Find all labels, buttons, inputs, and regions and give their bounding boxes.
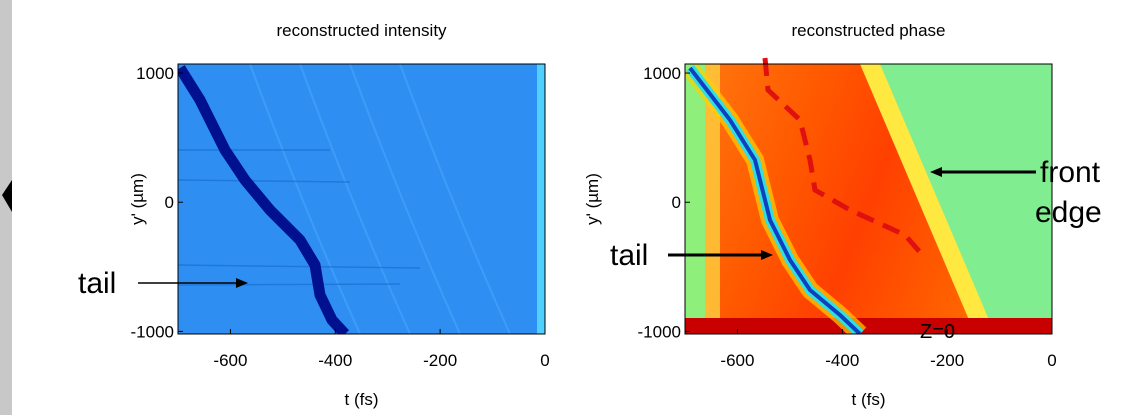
x-tick-label: -600 xyxy=(213,351,247,370)
arrow-head xyxy=(930,167,942,177)
arrow-head xyxy=(761,250,773,260)
slide-border xyxy=(0,0,12,415)
dashed-curve xyxy=(762,57,927,260)
y-tick-label: 1000 xyxy=(136,64,174,83)
plot-frame xyxy=(177,63,546,335)
panel-title: reconstructed intensity xyxy=(276,21,447,40)
y-tick-label: -1000 xyxy=(131,322,174,341)
plot-frame xyxy=(684,63,1053,335)
panel-title: reconstructed phase xyxy=(791,21,945,40)
x-tick-label: -200 xyxy=(930,351,964,370)
x-tick-label: -200 xyxy=(423,351,457,370)
x-axis-label: t (fs) xyxy=(852,390,886,409)
annotation: edge xyxy=(1035,196,1102,229)
annotation: tail xyxy=(610,239,648,272)
x-tick-label: -400 xyxy=(825,351,859,370)
y-tick-label: -1000 xyxy=(638,322,681,341)
x-axis-label: t (fs) xyxy=(345,390,379,409)
y-tick-label: 0 xyxy=(165,193,174,212)
intensity-map xyxy=(178,64,545,334)
annotation: Z=0 xyxy=(920,321,955,343)
annotation: tail xyxy=(78,267,116,300)
x-tick-label: -600 xyxy=(720,351,754,370)
y-tick-label: 1000 xyxy=(643,64,681,83)
x-tick-label: 0 xyxy=(1047,351,1056,370)
y-tick-label: 0 xyxy=(672,193,681,212)
x-tick-label: -400 xyxy=(318,351,352,370)
annotation: front xyxy=(1040,156,1101,189)
phase-map xyxy=(685,64,1052,334)
x-tick-label: 0 xyxy=(540,351,549,370)
y-axis-label: y' (µm) xyxy=(583,173,602,225)
y-axis-label: y' (µm) xyxy=(128,173,147,225)
slide-mark xyxy=(2,180,12,212)
arrow-head xyxy=(236,278,248,288)
